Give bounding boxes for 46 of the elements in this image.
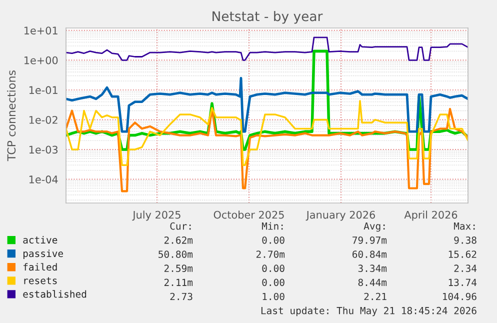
legend-label: established	[23, 290, 86, 298]
text: 50.80m	[158, 250, 193, 258]
line-series	[66, 108, 468, 192]
text: 3.34m	[358, 264, 387, 272]
text: 2.34	[454, 264, 477, 272]
text: Cur:	[170, 222, 191, 230]
text: Max:	[454, 222, 475, 230]
x-tick-label: October 2025	[214, 210, 284, 219]
text: 60.84m	[352, 250, 387, 258]
text: Min:	[262, 222, 283, 230]
line-series	[66, 76, 468, 133]
x-tick-label: January 2026	[306, 210, 375, 221]
text: 0.00	[262, 236, 284, 244]
y-axis-title: TCP connections	[7, 70, 16, 162]
text: 79.97m	[352, 236, 387, 244]
y-tick-label: 1e+01	[24, 26, 58, 34]
text: 15.62	[448, 250, 476, 258]
text: 8.44m	[358, 278, 387, 286]
y-tick-label: 1e-02	[29, 116, 58, 124]
x-tick-label: April 2026	[404, 210, 458, 221]
line-series	[66, 36, 468, 61]
legend-label: failed	[24, 263, 57, 271]
text: 104.96	[443, 292, 476, 300]
y-tick-label: 1e-03	[29, 146, 58, 154]
text: 1.00	[262, 292, 284, 300]
legend-label: active	[23, 236, 58, 244]
y-tick-label: 1e-04	[29, 176, 58, 184]
line-series	[66, 100, 468, 166]
text: 2.59m	[164, 264, 193, 272]
text: 13.74	[448, 278, 477, 286]
y-tick-label: 1e+00	[24, 56, 58, 64]
chart-title: Netstat - by year	[212, 11, 323, 24]
x-tick-label: July 2025	[132, 210, 180, 221]
text: 0.00	[262, 278, 284, 286]
text: 0.00	[262, 264, 284, 272]
text: 9.38	[454, 236, 476, 244]
legend-label: resets	[24, 277, 57, 284]
legend-label: passive	[23, 250, 63, 260]
text: 2.62m	[164, 236, 193, 244]
text: Avg:	[364, 222, 385, 232]
text: 2.70m	[256, 250, 285, 258]
text: Last update: Thu May 21 18:45:24 2026	[261, 306, 476, 316]
text: 2.73	[170, 292, 192, 300]
text: 2.21	[364, 292, 386, 300]
text: 2.11m	[164, 278, 193, 286]
y-tick-label: 1e-01	[29, 86, 58, 94]
